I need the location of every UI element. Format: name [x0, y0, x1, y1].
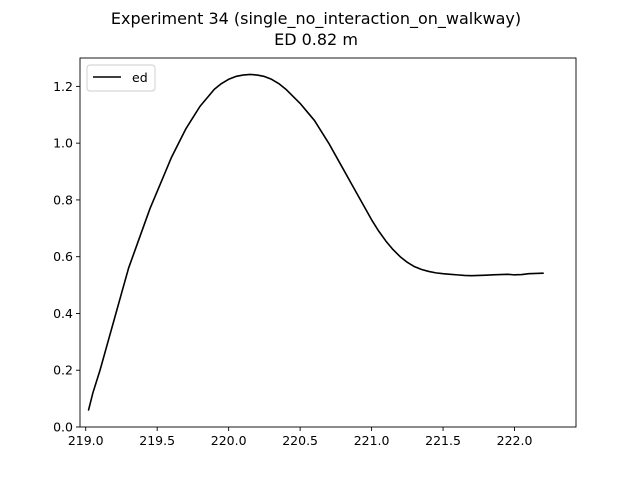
y-axis: 0.0 0.2 0.4 0.6 0.8 1.0 1.2: [53, 79, 80, 435]
y-tick-label: 0.6: [53, 249, 73, 264]
series-line-ed: [87, 73, 544, 411]
x-tick-label: 219.0: [68, 433, 104, 448]
y-tick-label: 0.8: [53, 192, 73, 207]
plot-frame: [79, 57, 577, 428]
x-tick-label: 220.0: [211, 433, 247, 448]
y-tick-label: 0.2: [53, 363, 73, 378]
x-tick-label: 219.5: [139, 433, 175, 448]
y-tick-label: 1.0: [53, 136, 73, 151]
legend-box: [86, 64, 156, 92]
chart-title: Experiment 34 (single_no_interaction_on_…: [111, 9, 521, 29]
y-tick-label: 0.0: [53, 420, 73, 435]
x-axis: 219.0 219.5 220.0 220.5 221.0 221.5 222.0: [68, 427, 533, 448]
y-tick-label: 0.4: [53, 306, 73, 321]
x-tick-label: 221.0: [354, 433, 390, 448]
y-tick-label: 1.2: [53, 79, 73, 94]
chart-subtitle: ED 0.82 m: [274, 30, 358, 49]
x-tick-label: 222.0: [497, 433, 533, 448]
x-tick-label: 221.5: [425, 433, 461, 448]
legend-label-ed: ed: [132, 70, 148, 85]
x-tick-label: 220.5: [282, 433, 318, 448]
legend: ed: [86, 64, 156, 92]
